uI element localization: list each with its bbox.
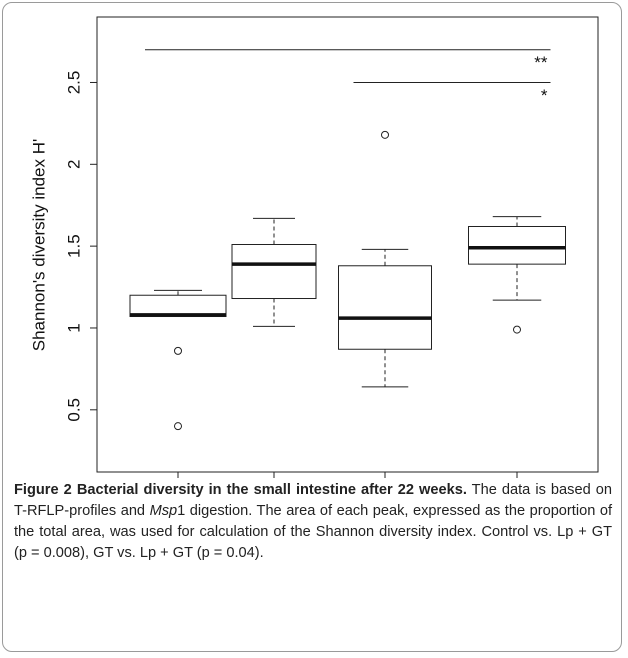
y-tick-label: 1.5 [64,234,83,258]
caption-title: Bacterial diversity in the small intesti… [76,482,467,498]
y-tick-label: 0.5 [64,398,83,422]
y-tick-label: 2 [64,160,83,169]
box [338,265,432,350]
caption: Figure 2 Bacterial diversity in the smal… [14,480,612,564]
y-tick-label: 2.5 [64,71,83,95]
outlier [513,325,521,334]
caption-text: 1 digestion. The area of each peak, expr… [14,503,613,561]
caption-italic: Msp [149,503,178,519]
outlier [174,422,182,431]
chart: Shannon's diversity index H' 0.5 1 1.5 2 2.5… [29,16,599,478]
outlier [174,346,182,355]
figure-frame [2,2,622,652]
plot-frame [96,16,599,473]
box [231,244,317,300]
caption-text: The data is based on T-RFLP-profiles and [14,482,612,519]
outlier [381,130,389,139]
y-tick-label: 1 [64,323,83,332]
significance-label: ** [534,53,548,72]
y-axis-label: Shannon's diversity index H' [29,139,48,352]
significance-label: * [541,86,548,105]
caption-label: Figure 2 [14,482,72,498]
box [468,225,566,265]
